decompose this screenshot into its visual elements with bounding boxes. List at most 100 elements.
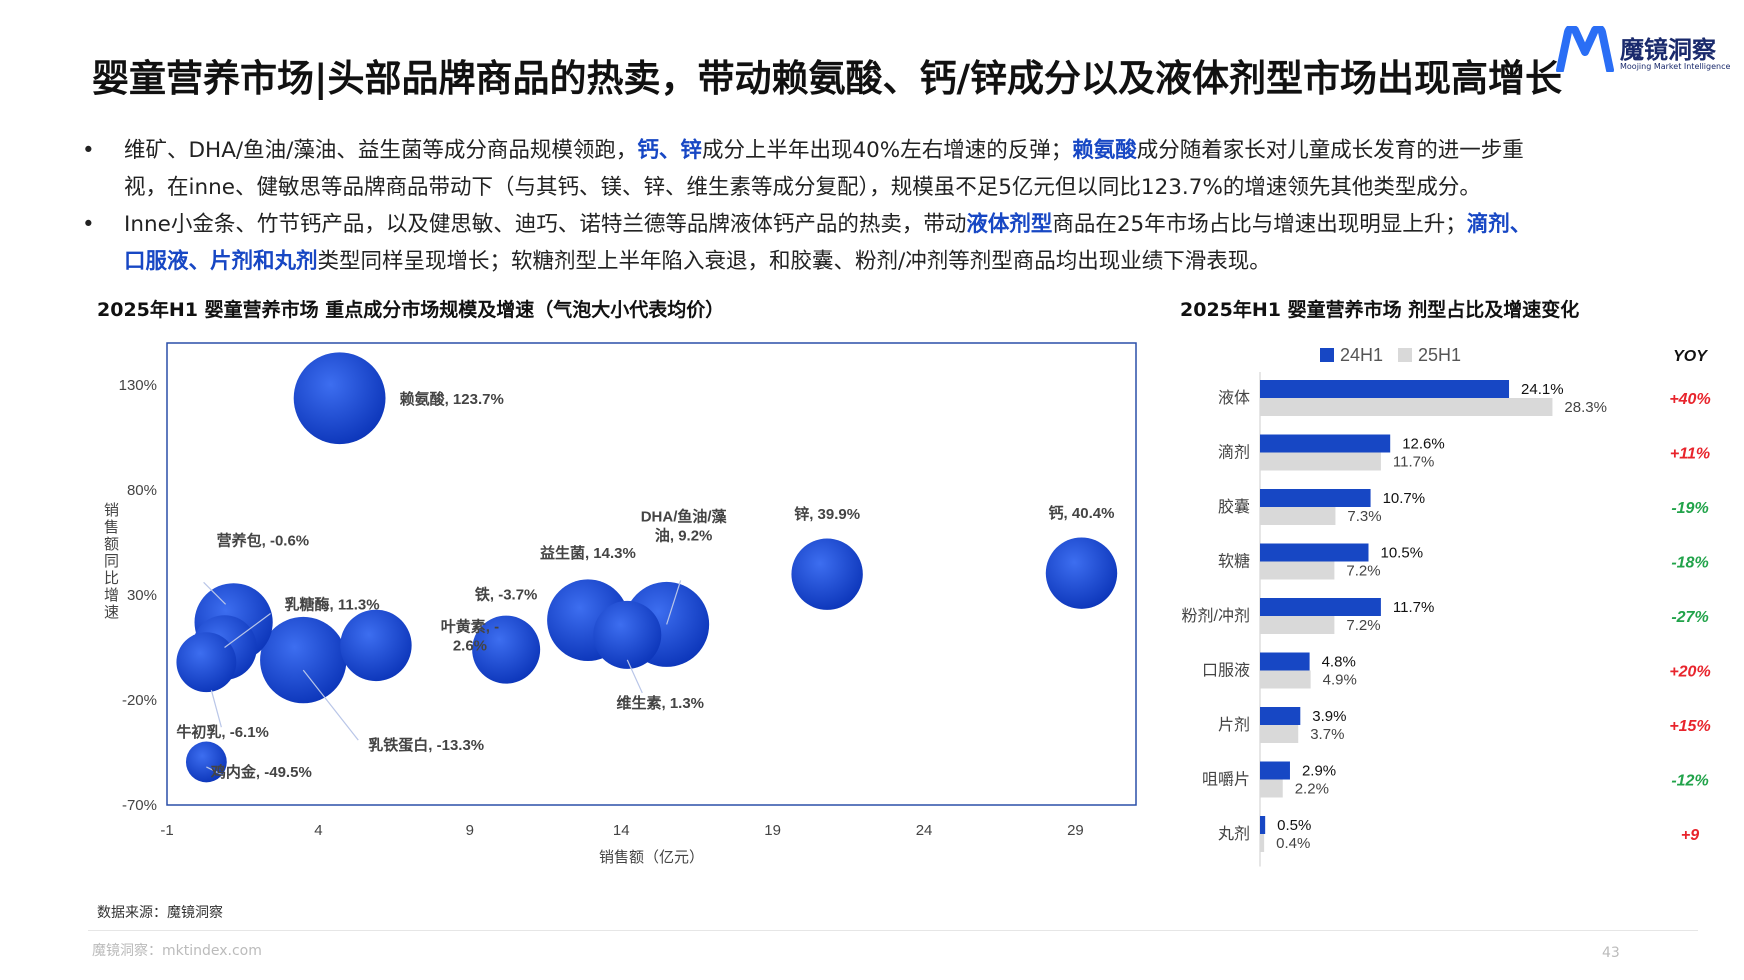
leader-line — [210, 690, 222, 728]
bar — [1260, 380, 1510, 398]
yoy-value: +15% — [1669, 718, 1710, 735]
bar-value-label: 11.7% — [1393, 454, 1434, 471]
footer-site: 魔镜洞察：mktindex.com — [92, 943, 262, 959]
bar-value-label: 3.9% — [1312, 708, 1346, 725]
yoy-value: -12% — [1671, 773, 1708, 790]
bubble-label: 鸡内金, -49.5% — [210, 763, 312, 781]
bar-value-label: 12.6% — [1402, 436, 1445, 453]
category-label: 液体 — [1218, 389, 1250, 407]
bullet-text: 商品在25年市场占比与增速出现明显上升； — [1052, 212, 1467, 237]
bullet-highlight: 滴剂、 — [1466, 212, 1532, 237]
brand-logo: 魔镜洞察 Moojing Market Intelligence — [1556, 26, 1736, 78]
yoy-value: +9 — [1681, 827, 1699, 844]
bar-value-label: 7.2% — [1346, 617, 1380, 634]
leader-line — [626, 659, 643, 694]
bubble — [472, 615, 541, 684]
bubble — [176, 632, 237, 693]
bullet-text: 维矿、DHA/鱼油/藻油、益生菌等成分商品规模领跑， — [124, 138, 638, 163]
bubble-label: 牛初乳, -6.1% — [176, 723, 269, 741]
y-tick-label: -20% — [122, 692, 157, 709]
bar — [1260, 543, 1369, 562]
bullet-marker: • — [82, 212, 95, 237]
bullet-line: 维矿、DHA/鱼油/藻油、益生菌等成分商品规模领跑，钙、锌成分上半年出现40%左… — [124, 132, 1688, 169]
bar-value-label: 28.3% — [1564, 399, 1607, 416]
category-label: 胶囊 — [1218, 498, 1250, 516]
yoy-value: -19% — [1671, 500, 1708, 517]
bar — [1260, 398, 1553, 416]
page-number: 43 — [1602, 945, 1620, 961]
bar — [1260, 507, 1336, 525]
logo-text: 魔镜洞察 — [1620, 36, 1716, 64]
bubble-label: 维生素, 1.3% — [617, 694, 705, 712]
bullet-text: 成分随着家长对儿童成长发育的进一步重 — [1136, 138, 1524, 163]
bar-value-label: 24.1% — [1521, 381, 1564, 398]
yoy-value: -18% — [1671, 555, 1708, 572]
bullet-text: 类型同样呈现增长；软糖剂型上半年陷入衰退，和胶囊、粉剂/冲剂等剂型商品均出现业绩… — [317, 249, 1271, 274]
bullet-line: Inne小金条、竹节钙产品，以及健思敏、迪巧、诺特兰德等品牌液体钙产品的热卖，带… — [124, 206, 1688, 243]
page-title: 婴童营养市场|头部品牌商品的热卖，带动赖氨酸、钙/锌成分以及液体剂型市场出现高增… — [92, 57, 1563, 100]
bar-value-label: 2.2% — [1295, 781, 1329, 798]
y-tick-label: 30% — [127, 587, 157, 604]
y-tick-label: 130% — [119, 377, 157, 394]
data-source: 数据来源：魔镜洞察 — [97, 905, 223, 921]
bar-value-label: 7.2% — [1346, 563, 1380, 580]
bubble — [260, 616, 347, 704]
logo-subtext: Moojing Market Intelligence — [1620, 62, 1731, 71]
bubble-label: 营养包, -0.6% — [217, 531, 310, 549]
bubble-label: 乳铁蛋白, -13.3% — [368, 736, 484, 754]
bar-value-label: 10.5% — [1381, 545, 1424, 562]
bubble — [293, 352, 386, 445]
x-tick-label: -1 — [160, 822, 173, 839]
bar-value-label: 11.7% — [1393, 599, 1434, 616]
summary-bullets: • 维矿、DHA/鱼油/藻油、益生菌等成分商品规模领跑，钙、锌成分上半年出现40… — [78, 132, 1688, 280]
bubble — [791, 538, 863, 610]
bar — [1260, 616, 1335, 634]
bar — [1260, 707, 1301, 725]
bar — [1260, 816, 1266, 834]
bar — [1260, 725, 1299, 743]
x-tick-label: 14 — [613, 822, 630, 839]
bar-value-label: 0.4% — [1276, 835, 1310, 852]
bar-value-label: 0.5% — [1277, 817, 1311, 834]
yoy-value: +11% — [1670, 446, 1710, 463]
bubble — [1045, 537, 1118, 609]
legend-label: 25H1 — [1418, 345, 1461, 365]
bubble-label: DHA/鱼油/藻油, 9.2% — [641, 507, 728, 544]
bullet-highlight: 钙、锌 — [637, 138, 702, 163]
leader-line — [666, 580, 682, 625]
category-label: 粉剂/冲剂 — [1182, 607, 1250, 625]
bullet-marker: • — [82, 138, 95, 163]
category-label: 片剂 — [1218, 716, 1250, 734]
category-label: 丸剂 — [1218, 825, 1250, 843]
bubble-label: 钙, 40.4% — [1049, 504, 1115, 522]
bar-value-label: 7.3% — [1347, 508, 1381, 525]
bar — [1260, 761, 1290, 780]
bubble-label: 锌, 39.9% — [794, 505, 860, 523]
bubble-chart: -1 4 9 14 19 24 29 130% 80% 30% -20% -70% 销售额（亿元） 销售额… — [104, 342, 1137, 866]
x-tick-label: 4 — [314, 822, 322, 839]
y-axis-title: 销售额同比增速 — [104, 502, 119, 621]
yoy-value: -27% — [1671, 609, 1708, 626]
bar-value-label: 2.9% — [1302, 763, 1336, 780]
logo-m-icon — [1556, 26, 1614, 72]
yoy-value: +40% — [1669, 391, 1710, 408]
legend-swatch — [1320, 348, 1334, 362]
leader-line — [203, 581, 227, 605]
y-tick-label: 80% — [127, 482, 157, 499]
x-tick-label: 24 — [916, 822, 933, 839]
bullet-line: 口服液、片剂和丸剂类型同样呈现增长；软糖剂型上半年陷入衰退，和胶囊、粉剂/冲剂等… — [124, 243, 1688, 280]
yoy-header: YOY — [1673, 348, 1708, 365]
bubble-label: 赖氨酸, 123.7% — [400, 390, 504, 408]
bullet-highlight: 口服液、片剂和丸剂 — [124, 249, 318, 274]
bar-value-label: 3.7% — [1310, 726, 1344, 743]
plot-frame — [166, 342, 1137, 806]
bar — [1260, 779, 1283, 798]
y-tick-label: -70% — [122, 797, 157, 814]
leader-line — [302, 669, 359, 741]
x-tick-label: 29 — [1067, 822, 1084, 839]
legend-swatch — [1398, 348, 1412, 362]
bullet-highlight: 液体剂型 — [966, 212, 1053, 237]
bullet-item: • 维矿、DHA/鱼油/藻油、益生菌等成分商品规模领跑，钙、锌成分上半年出现40… — [78, 132, 1688, 206]
leader-line — [206, 766, 225, 777]
legend-label: 24H1 — [1340, 345, 1383, 365]
